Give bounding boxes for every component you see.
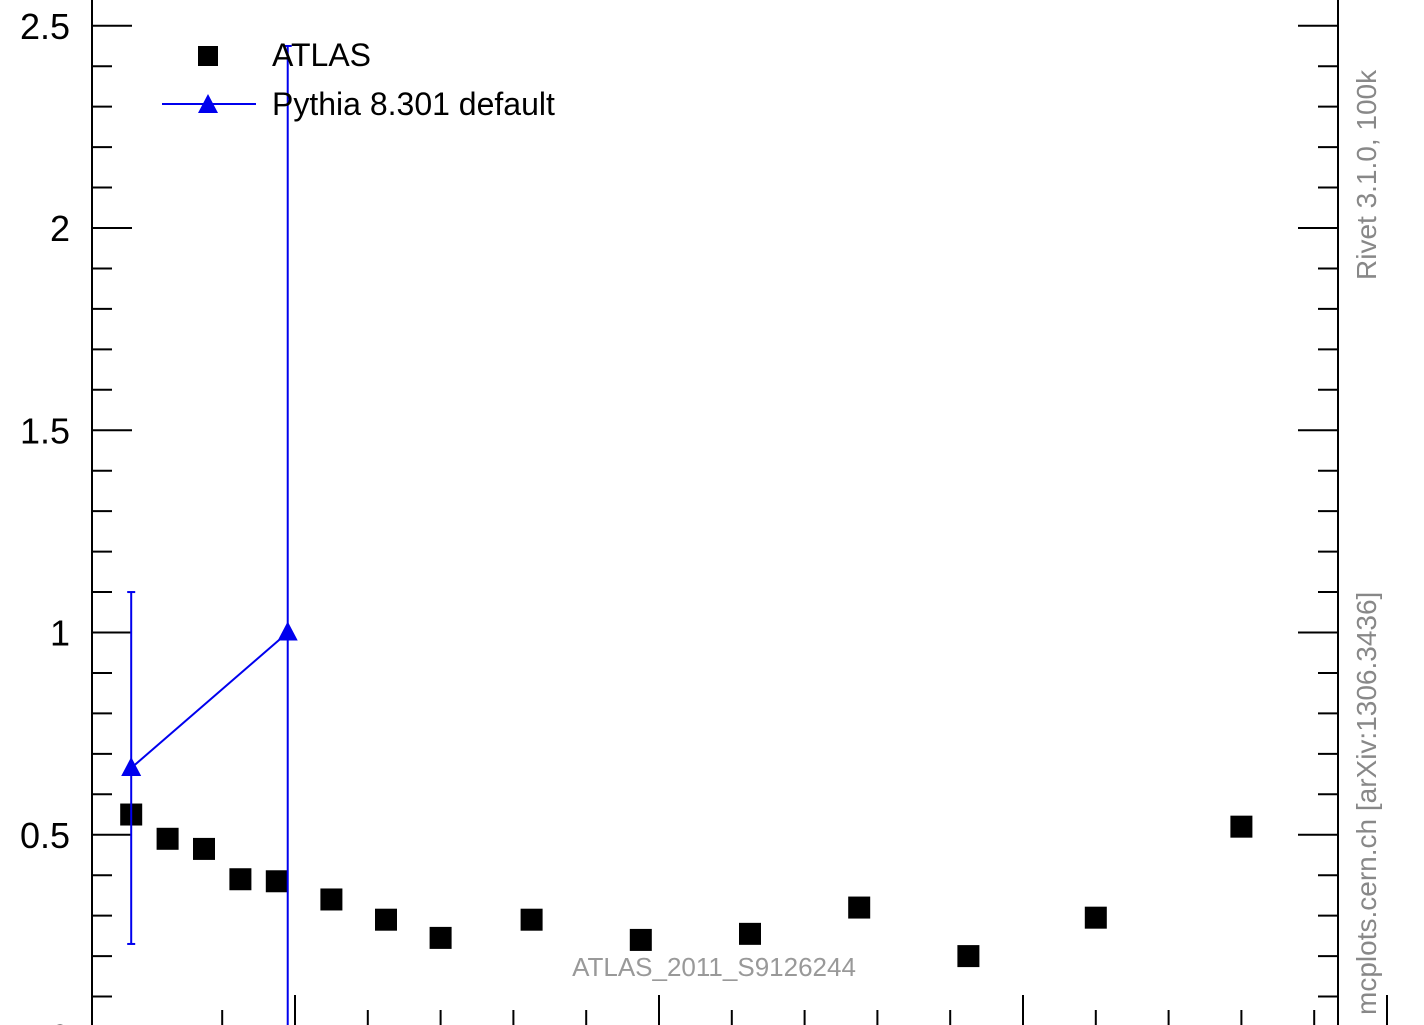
series-atlas <box>120 803 1253 968</box>
y-tick-label: 2.5 <box>20 6 70 47</box>
atlas-data-point <box>957 945 980 968</box>
y-tick-label: 0 <box>50 1017 70 1025</box>
axis-ticks <box>92 24 1388 1025</box>
y-tick-label: 0.5 <box>20 815 70 856</box>
y-tick-labels: 0 0.5 1 1.5 2 2.5 <box>20 6 70 1025</box>
atlas-data-point <box>739 922 761 945</box>
atlas-data-point <box>848 896 871 919</box>
atlas-data-point <box>520 908 543 931</box>
rivet-version-label: Rivet 3.1.0, 100k <box>1351 69 1382 280</box>
y-tick-label: 1.5 <box>20 410 70 451</box>
atlas-data-point <box>1230 815 1253 838</box>
atlas-data-point <box>320 888 343 911</box>
analysis-id-label: ATLAS_2011_S9126244 <box>572 952 856 982</box>
legend-pythia-label: Pythia 8.301 default <box>272 86 555 122</box>
legend: ATLAS Pythia 8.301 default <box>162 37 555 122</box>
series-pythia <box>121 44 298 1025</box>
atlas-data-point <box>229 868 252 891</box>
pythia-data-point <box>121 757 142 777</box>
plot-frame <box>91 0 1339 1025</box>
legend-atlas-label: ATLAS <box>272 37 371 73</box>
atlas-data-point <box>265 870 288 893</box>
pythia-data-point <box>277 621 298 641</box>
atlas-data-point <box>156 827 179 850</box>
y-tick-label: 1 <box>50 613 70 654</box>
atlas-data-point <box>193 837 215 860</box>
atlas-data-point <box>375 908 397 931</box>
y-tick-label: 2 <box>50 208 70 249</box>
atlas-data-point <box>1084 906 1107 929</box>
atlas-data-point <box>629 928 652 951</box>
legend-atlas-marker <box>198 46 218 66</box>
pythia-line <box>130 631 289 769</box>
legend-pythia-marker <box>198 94 218 113</box>
source-label: mcplots.cern.ch [arXiv:1306.3436] <box>1351 592 1382 1015</box>
atlas-data-point <box>429 926 452 949</box>
